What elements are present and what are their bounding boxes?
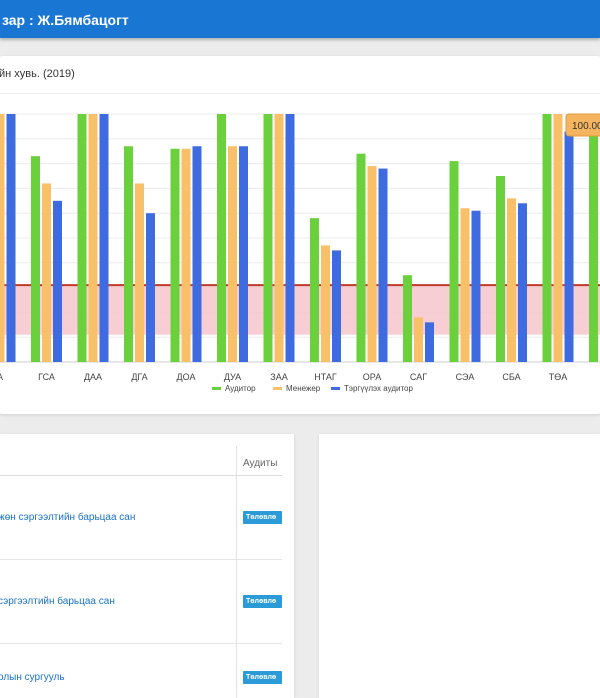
bar-1	[356, 153, 366, 362]
bar-2	[42, 183, 51, 362]
legend-swatch	[273, 387, 282, 390]
top-app-bar: зар : Ж.Бямбацогт	[0, 0, 600, 38]
x-tick-label: САГ	[410, 372, 427, 382]
organization-link[interactable]: жөн сэргээлтийн барьцаа сан	[0, 512, 136, 523]
x-tick-label: А	[0, 372, 3, 382]
x-tick-label: ДОА	[177, 372, 196, 382]
x-tick-label: СБА	[502, 372, 520, 382]
bar-chart: АГСАДААДГАДОАДУАЗААНТАГОРАСАГСЭАСБАТӨАУ1…	[0, 113, 600, 393]
bar-3	[53, 200, 62, 362]
bar-1	[217, 114, 226, 362]
table-row: сэргээлтийн барьцаа сан Төлөвлө	[0, 560, 282, 644]
chart-card-divider	[0, 93, 600, 94]
tooltip-box	[565, 113, 600, 137]
bar-2	[274, 114, 284, 362]
bar-3	[6, 114, 16, 362]
legend-swatch	[331, 387, 340, 390]
column-header-audit: Аудиты	[243, 458, 278, 469]
bar-2	[460, 208, 470, 362]
bar-1	[449, 161, 459, 362]
table-column-divider	[236, 446, 237, 698]
bar-2	[135, 183, 144, 362]
bar-2	[88, 114, 98, 362]
bar-3	[239, 146, 248, 362]
bar-1	[589, 114, 598, 362]
legend-swatch	[212, 387, 221, 390]
legend-label: Аудитор	[225, 384, 256, 393]
page-title: зар : Ж.Бямбацогт	[2, 12, 129, 28]
table-header: Аудиты	[0, 446, 282, 476]
legend-label: Тэргүүлэх аудитор	[344, 384, 413, 393]
status-badge: Төлөвлө	[243, 595, 282, 608]
x-tick-label: НТАГ	[314, 372, 337, 382]
bar-1	[170, 148, 180, 362]
x-tick-label: ТӨА	[549, 372, 568, 382]
bar-3	[471, 210, 481, 362]
bar-2	[181, 148, 191, 362]
table-row: олын сургууль Төлөвлө	[0, 644, 282, 698]
bar-1	[496, 176, 505, 362]
bar-1	[124, 146, 133, 362]
x-tick-label: ДАА	[84, 372, 102, 382]
bar-1	[31, 156, 40, 362]
bar-2	[414, 317, 423, 362]
table-row: жөн сэргээлтийн барьцаа сан Төлөвлө	[0, 476, 282, 560]
bar-3	[564, 131, 574, 362]
bar-3	[99, 114, 109, 362]
bar-1	[77, 114, 87, 362]
x-tick-label: ЗАА	[270, 372, 287, 382]
organization-link[interactable]: олын сургууль	[0, 672, 65, 683]
chart-card: йн хувь. (2019) А ГСА ДАА ДГА ДОА ДУА ЗАА НТАГ О…	[0, 56, 600, 414]
bar-3	[332, 250, 341, 362]
status-badge: Төлөвлө	[243, 671, 282, 684]
bar-2	[228, 146, 237, 362]
bar-2	[0, 114, 5, 362]
bar-2	[367, 166, 377, 362]
bar-2	[321, 245, 330, 362]
bar-1	[403, 275, 412, 362]
bar-3	[192, 146, 202, 362]
bar-2	[507, 198, 516, 362]
bar-1	[542, 114, 552, 362]
audit-table-card: Аудиты жөн сэргээлтийн барьцаа сан Төлөв…	[0, 434, 294, 698]
x-tick-label: ДГА	[131, 372, 147, 382]
legend-label: Менежер	[286, 384, 321, 393]
bar-3	[285, 114, 295, 362]
empty-panel	[319, 434, 600, 698]
bar-3	[425, 322, 434, 362]
x-tick-label: ДУА	[224, 372, 241, 382]
bar-2	[553, 114, 563, 362]
organization-link[interactable]: сэргээлтийн барьцаа сан	[0, 596, 115, 607]
x-tick-label: ОРА	[363, 372, 381, 382]
x-tick-label: ГСА	[38, 372, 55, 382]
bar-1	[263, 114, 273, 362]
bar-3	[378, 168, 388, 362]
x-tick-label: СЭА	[456, 372, 475, 382]
tooltip-value: 100.00	[572, 121, 600, 132]
bar-3	[518, 203, 527, 362]
bar-3	[146, 213, 155, 362]
chart-title: йн хувь. (2019)	[0, 68, 75, 80]
status-badge: Төлөвлө	[243, 511, 282, 524]
bar-1	[310, 218, 319, 362]
